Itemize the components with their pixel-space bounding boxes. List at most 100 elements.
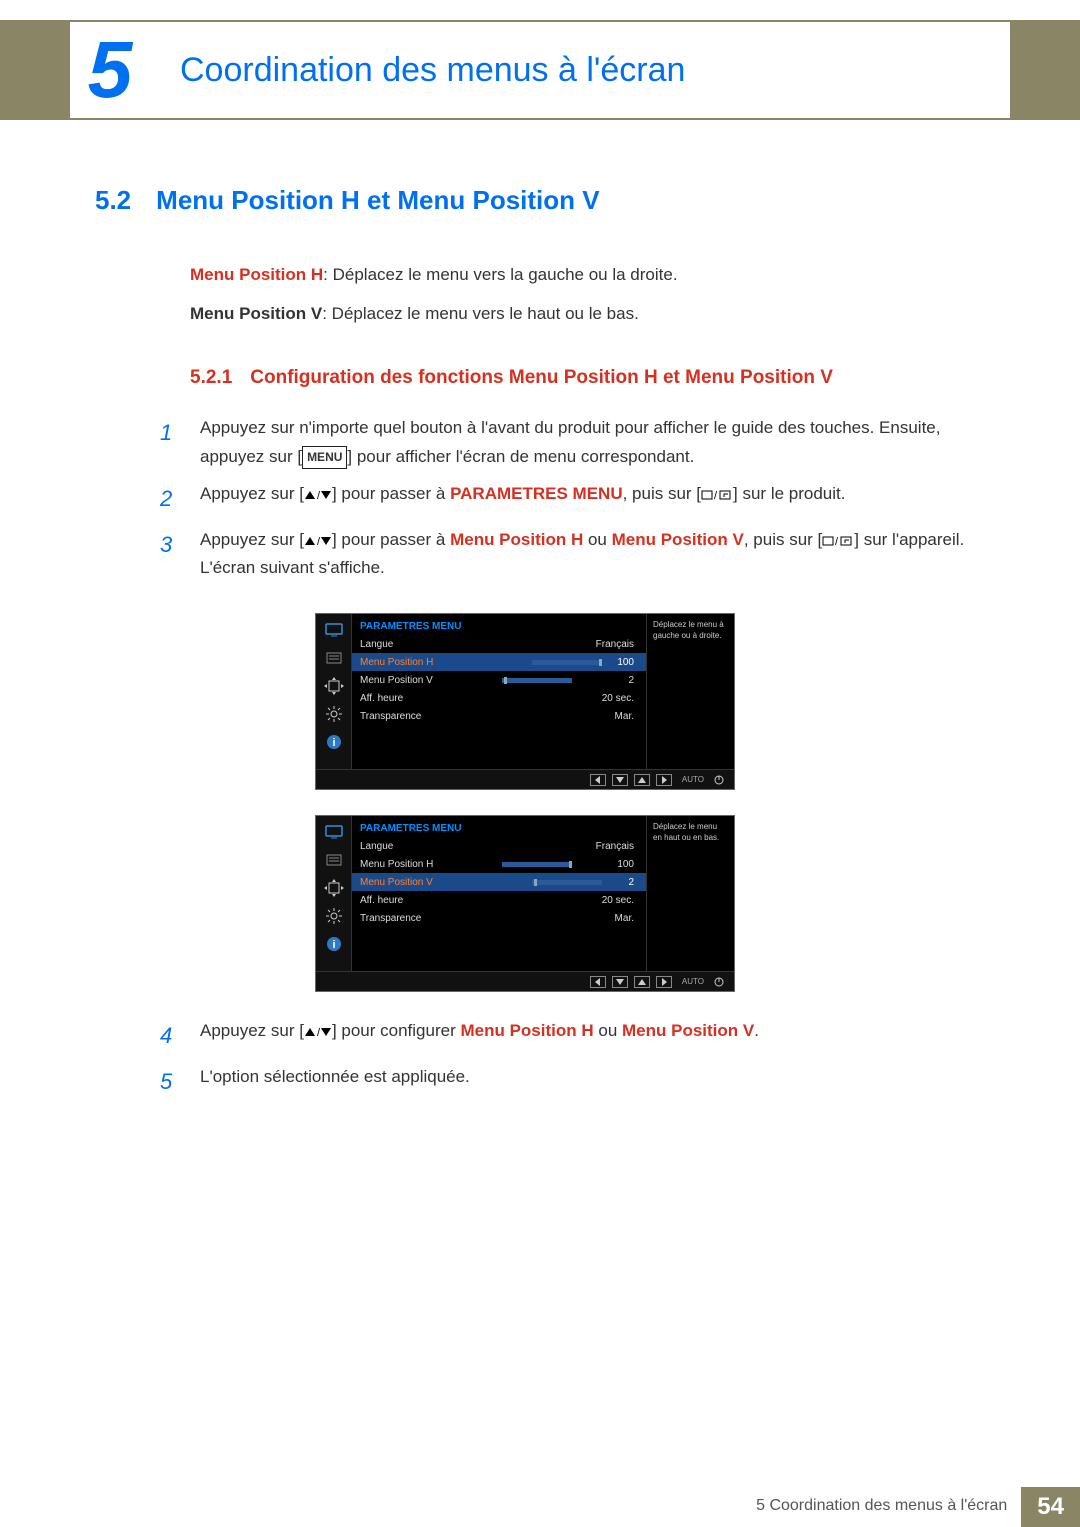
text-fragment: . [754, 1021, 759, 1040]
text-fragment: Appuyez sur [ [200, 1021, 304, 1040]
osd-row-pos-h: Menu Position H100 [352, 855, 646, 873]
slider-icon [502, 678, 572, 683]
osd-title: PARAMETRES MENU [352, 618, 646, 635]
text-fragment: Menu Position V [612, 530, 744, 549]
step-1: 1 Appuyez sur n'importe quel bouton à l'… [160, 414, 985, 472]
page-footer: 5 Coordination des menus à l'écran 54 [0, 1487, 1080, 1527]
up-down-icon: / [304, 535, 332, 547]
step-number: 2 [160, 480, 180, 517]
text-fragment: ] pour configurer [332, 1021, 461, 1040]
step-text: Appuyez sur n'importe quel bouton à l'av… [200, 414, 985, 472]
intro-h-desc: : Déplacez le menu vers la gauche ou la … [323, 265, 677, 284]
menu-key-icon: MENU [302, 446, 347, 468]
chapter-number: 5 [88, 30, 133, 110]
nav-up-icon [634, 976, 650, 988]
text-fragment: ] pour passer à [332, 484, 450, 503]
select-return-icon: / [701, 489, 733, 501]
monitor-icon [323, 822, 345, 842]
svg-text:/: / [317, 490, 321, 501]
osd-pos-h: i PARAMETRES MENU LangueFrançais Menu Po… [315, 613, 735, 790]
text-fragment: Menu Position H [450, 530, 583, 549]
footer-page-number: 54 [1021, 1487, 1080, 1527]
auto-label: AUTO [682, 977, 704, 986]
step-text: L'option sélectionnée est appliquée. [200, 1063, 985, 1100]
step-text: Appuyez sur [ / ] pour passer à Menu Posit… [200, 526, 985, 584]
section-number: 5.2 [95, 185, 131, 216]
step-2: 2 Appuyez sur [ / ] pour passer à PARAMETR… [160, 480, 985, 517]
list-icon [323, 648, 345, 668]
text-fragment: Appuyez sur [ [200, 484, 304, 503]
up-down-icon: / [304, 489, 332, 501]
osd-sidebar: i [316, 816, 352, 971]
nav-left-icon [590, 976, 606, 988]
nav-up-icon [634, 774, 650, 786]
text-fragment: , puis sur [ [744, 530, 822, 549]
info-icon: i [323, 732, 345, 752]
slider-icon [532, 660, 602, 665]
intro-h-label: Menu Position H [190, 265, 323, 284]
text-fragment: Appuyez sur [ [200, 530, 304, 549]
osd-menu-list: PARAMETRES MENU LangueFrançais Menu Posi… [352, 816, 646, 971]
section-heading: 5.2 Menu Position H et Menu Position V [95, 185, 985, 216]
osd-nav-bar: AUTO [316, 769, 734, 789]
step-3: 3 Appuyez sur [/] pour passer à Menu Pos… [160, 526, 985, 584]
osd-menu-list: PARAMETRES MENU LangueFrançais Menu Posi… [352, 614, 646, 769]
svg-text:/: / [714, 490, 718, 501]
nav-left-icon [590, 774, 606, 786]
osd-row-trans: TransparenceMar. [352, 707, 646, 725]
osd-row-aff: Aff. heure20 sec. [352, 891, 646, 909]
svg-text:/: / [317, 536, 321, 547]
osd-nav-bar: AUTO [316, 971, 734, 991]
text-fragment: , puis sur [ [623, 484, 701, 503]
svg-text:/: / [317, 1027, 321, 1038]
subsection-title: Configuration des fonctions Menu Positio… [250, 367, 833, 389]
osd-screenshots: i PARAMETRES MENU LangueFrançais Menu Po… [315, 613, 735, 992]
text-fragment: Menu Position H [460, 1021, 593, 1040]
slider-icon [532, 880, 602, 885]
intro-v: Menu Position V: Déplacez le menu vers l… [190, 300, 985, 327]
slider-icon [502, 862, 572, 867]
chapter-header: 5 Coordination des menus à l'écran [0, 20, 1080, 120]
osd-tip: Déplacez le menu à gauche ou à droite. [646, 614, 734, 769]
page-content: 5.2 Menu Position H et Menu Position V M… [95, 185, 985, 1108]
list-icon [323, 850, 345, 870]
power-icon [714, 775, 724, 785]
gear-icon [323, 704, 345, 724]
up-down-icon: / [304, 1026, 332, 1038]
power-icon [714, 977, 724, 987]
text-fragment: ] pour afficher l'écran de menu correspo… [347, 447, 694, 466]
osd-row-trans: TransparenceMar. [352, 909, 646, 927]
svg-text:i: i [332, 939, 335, 951]
intro-v-desc: : Déplacez le menu vers le haut ou le ba… [322, 304, 639, 323]
osd-row-langue: LangueFrançais [352, 635, 646, 653]
gear-icon [323, 906, 345, 926]
chapter-number-box: 5 [70, 20, 150, 120]
text-fragment: ] pour passer à [332, 530, 450, 549]
subsection-heading: 5.2.1 Configuration des fonctions Menu P… [190, 367, 985, 389]
move-icon [323, 878, 345, 898]
nav-down-icon [612, 774, 628, 786]
subsection-number: 5.2.1 [190, 367, 232, 389]
footer-text: 5 Coordination des menus à l'écran [742, 1487, 1021, 1527]
intro-v-label: Menu Position V [190, 304, 322, 323]
step-number: 4 [160, 1017, 180, 1054]
text-fragment: ] sur le produit. [733, 484, 845, 503]
monitor-icon [323, 620, 345, 640]
svg-text:/: / [835, 536, 839, 547]
nav-right-icon [656, 976, 672, 988]
osd-row-langue: LangueFrançais [352, 837, 646, 855]
header-right-band [1010, 20, 1080, 120]
move-icon [323, 676, 345, 696]
auto-label: AUTO [682, 775, 704, 784]
step-4: 4 Appuyez sur [ / ] pour configurer Menu P… [160, 1017, 985, 1054]
step-number: 5 [160, 1063, 180, 1100]
select-return-icon: / [822, 535, 854, 547]
intro-block: Menu Position H: Déplacez le menu vers l… [190, 261, 985, 327]
osd-row-pos-v: Menu Position V2 [352, 671, 646, 689]
step-5: 5 L'option sélectionnée est appliquée. [160, 1063, 985, 1100]
info-icon: i [323, 934, 345, 954]
chapter-title-wrap: Coordination des menus à l'écran [150, 20, 1010, 120]
step-number: 1 [160, 414, 180, 472]
svg-text:i: i [332, 737, 335, 749]
text-fragment: PARAMETRES MENU [450, 484, 623, 503]
